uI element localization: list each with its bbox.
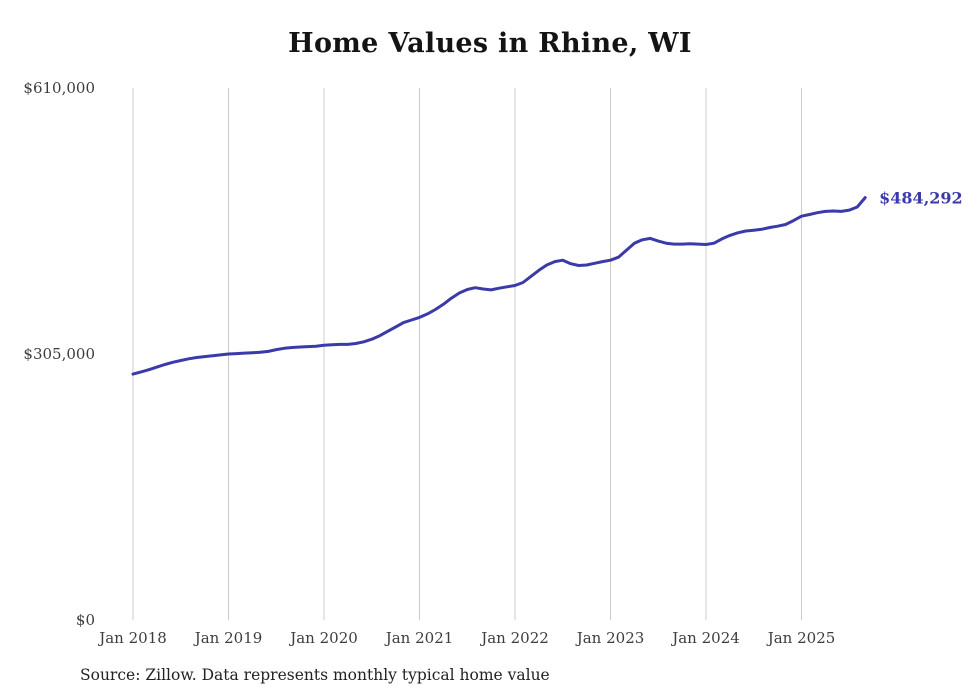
x-axis-label: Jan 2021: [384, 629, 454, 647]
chart-title: Home Values in Rhine, WI: [288, 28, 692, 59]
end-value-label: $484,292: [879, 189, 963, 208]
x-axis-label: Jan 2025: [766, 629, 836, 647]
x-axis-label: Jan 2023: [575, 629, 645, 647]
value-line: [131, 196, 867, 376]
x-axis-label: Jan 2020: [288, 629, 358, 647]
x-axis-label: Jan 2022: [479, 629, 549, 647]
y-axis-label: $0: [76, 611, 95, 629]
source-note: Source: Zillow. Data represents monthly …: [80, 666, 550, 684]
x-axis-label: Jan 2024: [670, 629, 740, 647]
x-axis-label: Jan 2018: [97, 629, 167, 647]
y-axis-label: $305,000: [23, 345, 95, 363]
y-axis-label: $610,000: [23, 79, 95, 97]
x-axis-label: Jan 2019: [193, 629, 263, 647]
